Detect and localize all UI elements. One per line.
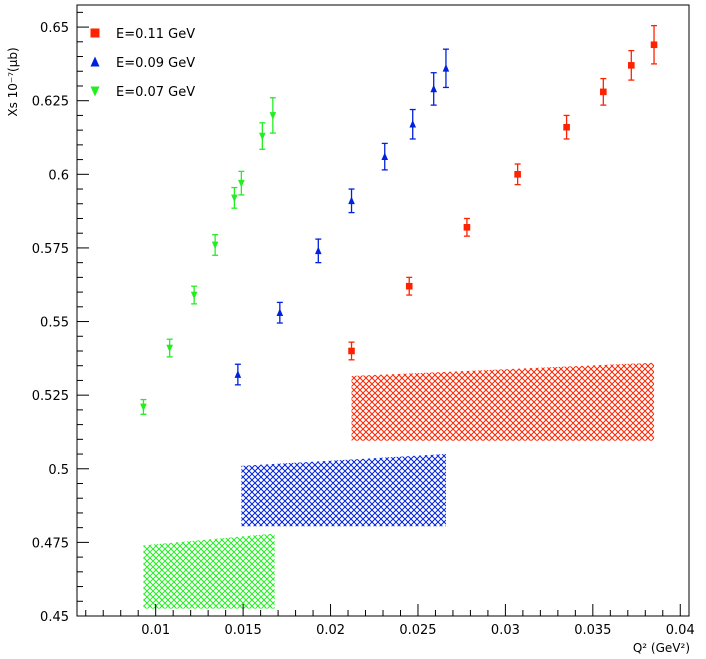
- data-point-series-2: [430, 84, 438, 93]
- band-3: [143, 533, 275, 609]
- data-point-series-3: [269, 112, 277, 120]
- y-axis: 0.45 0.475 0.5 0.525 0.55 0.575 0.6 0.625 0.65: [32, 11, 89, 625]
- data-point-series-3: [238, 179, 245, 188]
- y-tick-label: 0.5: [48, 463, 69, 478]
- data-point-series-2: [409, 119, 417, 128]
- data-point-series-3: [140, 403, 147, 412]
- y-axis-title: Xs 10⁻⁷(μb): [6, 47, 20, 116]
- x-tick-label: 0.04: [666, 623, 695, 638]
- data-point-series-1: [600, 88, 607, 96]
- x-axis: 0.01 0.015 0.02 0.025 0.03 0.035 0.04: [85, 604, 695, 638]
- data-point-series-1: [348, 347, 355, 355]
- band-1: [351, 362, 655, 441]
- band-2: [241, 454, 446, 527]
- legend-label-3: E=0.07 GeV: [116, 85, 195, 100]
- x-axis-title: Q² (GeV²): [633, 641, 690, 655]
- legend-marker-2: [90, 56, 100, 67]
- data-point-series-2: [276, 308, 284, 317]
- legend-marker-3: [90, 86, 100, 97]
- data-point-series-3: [231, 194, 238, 203]
- data-point-series-1: [405, 282, 413, 290]
- data-point-series-2: [348, 196, 355, 205]
- x-tick-label: 0.01: [141, 623, 170, 638]
- x-tick-label: 0.025: [399, 623, 436, 638]
- data-point-series-3: [166, 344, 173, 353]
- uncertainty-bands: [143, 362, 655, 609]
- data-point-series-3: [190, 291, 198, 300]
- data-point-series-2: [442, 64, 450, 72]
- data-point-series-1: [563, 123, 570, 131]
- data-point-series-1: [514, 171, 521, 178]
- data-point-series-2: [381, 152, 389, 160]
- data-points: [140, 24, 658, 415]
- data-point-series-3: [259, 132, 266, 141]
- y-tick-label: 0.625: [32, 95, 69, 110]
- y-tick-label: 0.45: [40, 610, 69, 625]
- x-tick-label: 0.02: [316, 623, 345, 638]
- legend-marker-1: [90, 28, 100, 38]
- y-tick-label: 0.65: [40, 21, 69, 36]
- legend-label-1: E=0.11 GeV: [116, 27, 195, 42]
- x-tick-label: 0.03: [491, 623, 520, 638]
- y-tick-label: 0.575: [32, 242, 69, 257]
- data-point-series-2: [315, 246, 322, 255]
- y-tick-label: 0.55: [40, 316, 69, 331]
- y-tick-label: 0.475: [32, 536, 69, 551]
- data-point-series-3: [211, 241, 219, 250]
- x-tick-label: 0.015: [225, 623, 262, 638]
- data-point-series-1: [627, 62, 635, 69]
- data-point-series-1: [463, 224, 471, 231]
- x-tick-label: 0.035: [574, 623, 611, 638]
- y-tick-label: 0.525: [32, 389, 69, 404]
- legend-label-2: E=0.09 GeV: [116, 56, 195, 71]
- data-point-series-2: [234, 370, 242, 378]
- legend: E=0.11 GeV E=0.09 GeV E=0.07 GeV: [90, 27, 195, 100]
- data-point-series-1: [650, 41, 658, 49]
- y-tick-label: 0.6: [48, 168, 69, 183]
